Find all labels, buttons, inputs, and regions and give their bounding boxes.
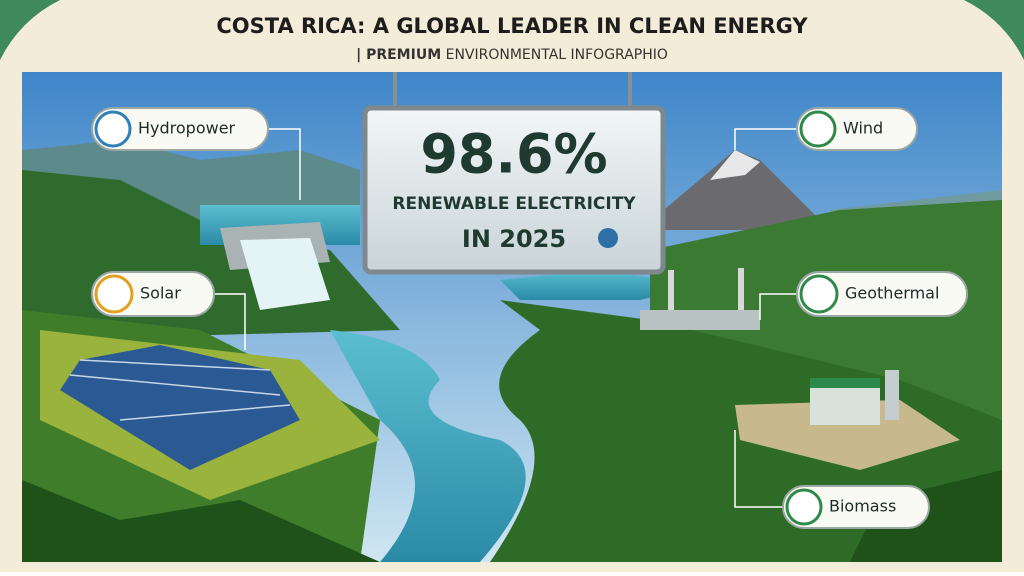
label-pill <box>91 107 269 151</box>
energy-labels: Hydropower Wind Solar Geothermal Biomass <box>91 107 968 529</box>
leader-line <box>268 128 301 200</box>
label-icon <box>94 274 134 314</box>
subtitle-rest: ENVIRONMENTAL INFOGRAPHIO <box>446 47 668 63</box>
leader-line <box>759 293 797 320</box>
leader-line <box>734 430 783 508</box>
label-text: Hydropower <box>138 119 236 138</box>
header-band <box>0 0 1024 72</box>
leader-line <box>213 293 246 350</box>
label-icon <box>799 110 837 148</box>
label-icon <box>785 488 823 526</box>
label-text: Geothermal <box>845 284 939 303</box>
sign-line1: RENEWABLE ELECTRICITY <box>392 194 636 214</box>
sign-line2: IN 2025 <box>462 225 566 253</box>
subtitle: | PREMIUM ENVIRONMENTAL INFOGRAPHIO <box>356 47 668 63</box>
subtitle-lead: | PREMIUM <box>356 47 441 63</box>
title: COSTA RICA: A GLOBAL LEADER IN CLEAN ENE… <box>216 14 808 38</box>
label-text: Wind <box>843 119 883 138</box>
label-pill <box>782 485 930 529</box>
sign-headline: 98.6% <box>420 123 607 186</box>
label-text: Biomass <box>829 497 896 516</box>
leader-line <box>734 128 797 150</box>
label-icon <box>799 274 839 314</box>
sign: 98.6% RENEWABLE ELECTRICITY IN 2025 <box>362 72 666 275</box>
label-icon <box>94 110 132 148</box>
label-text: Solar <box>140 284 181 303</box>
label-pill <box>796 271 968 317</box>
